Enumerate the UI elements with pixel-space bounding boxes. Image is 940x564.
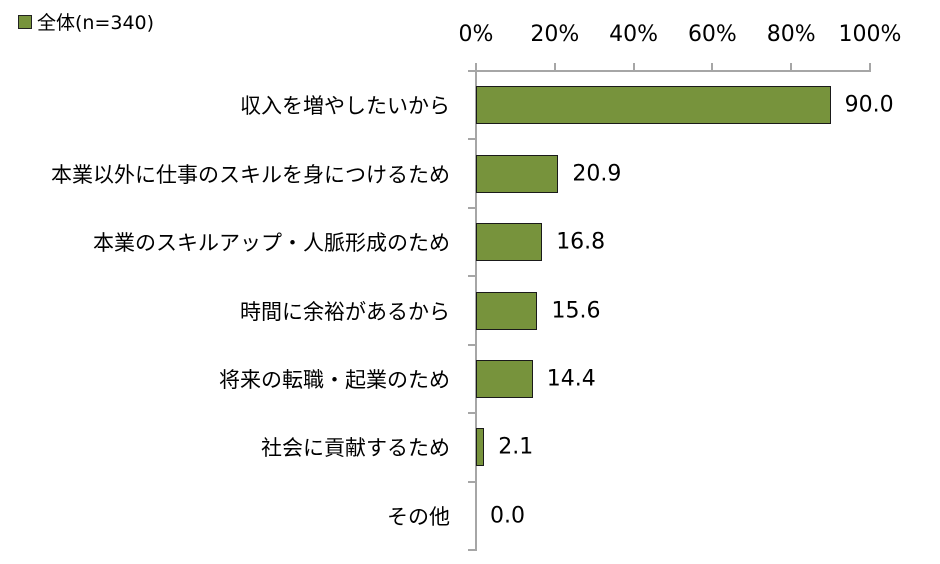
x-tick-mark — [711, 63, 714, 71]
x-tick-label: 60% — [687, 22, 737, 47]
y-tick-mark — [468, 343, 476, 346]
y-tick-mark — [468, 275, 476, 278]
y-tick-mark — [468, 412, 476, 415]
x-tick-label: 0% — [458, 22, 494, 47]
y-tick-mark — [468, 549, 476, 551]
bar — [476, 223, 543, 262]
y-tick-mark — [468, 480, 476, 483]
legend: 全体(n=340) — [18, 8, 154, 35]
value-label: 16.8 — [556, 229, 606, 255]
value-label: 90.0 — [844, 92, 894, 118]
bar — [476, 428, 485, 467]
x-tick-label: 40% — [609, 22, 659, 47]
value-label: 20.9 — [572, 161, 622, 187]
x-tick-label: 100% — [838, 22, 902, 47]
x-tick-label: 20% — [530, 22, 580, 47]
x-tick-mark — [869, 63, 871, 71]
x-tick-label: 80% — [766, 22, 816, 47]
value-label: 14.4 — [546, 366, 596, 392]
y-tick-mark — [468, 138, 476, 141]
category-label: 将来の転職・起業のため — [219, 367, 450, 392]
category-label: 社会に貢献するため — [261, 436, 450, 461]
x-tick-mark — [553, 63, 556, 71]
category-label: その他 — [387, 504, 450, 529]
value-label: 15.6 — [551, 298, 601, 323]
category-label: 本業以外に仕事のスキルを身につけるため — [51, 162, 450, 187]
bar — [476, 359, 533, 398]
y-tick-mark — [468, 206, 476, 209]
bar — [476, 154, 559, 193]
y-tick-mark — [468, 70, 476, 72]
x-tick-mark — [790, 63, 793, 71]
category-label: 時間に余裕があるから — [240, 299, 450, 324]
category-label: 収入を増やしたいから — [240, 94, 450, 119]
value-label: 0.0 — [490, 503, 525, 529]
category-label: 本業のスキルアップ・人脈形成のため — [93, 231, 450, 256]
bar — [476, 86, 831, 125]
value-label: 2.1 — [498, 434, 534, 460]
legend-label: 全体(n=340) — [37, 12, 155, 34]
x-tick-mark — [632, 63, 635, 71]
bar — [476, 291, 538, 330]
x-axis-line — [468, 70, 871, 72]
legend-swatch-icon — [18, 14, 32, 29]
